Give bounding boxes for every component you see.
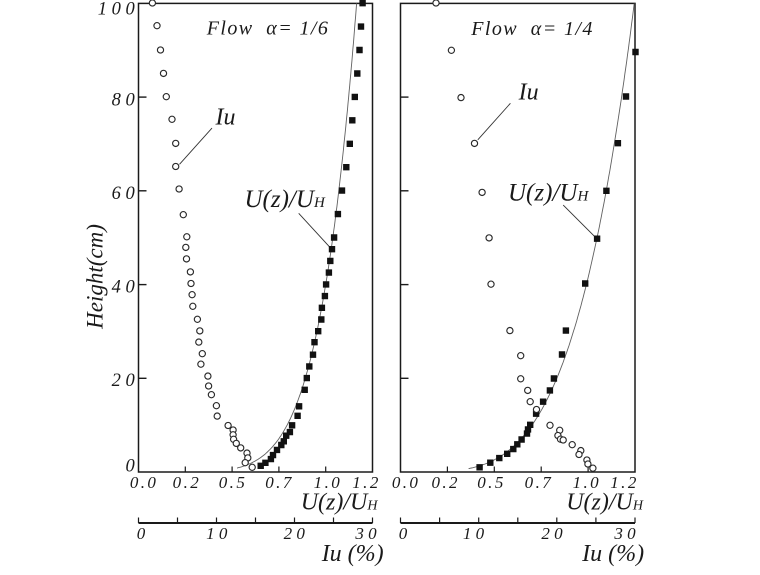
svg-text:0.7: 0.7 [265, 473, 293, 492]
svg-text:Iu (%): Iu (%) [321, 541, 384, 567]
svg-text:1.0: 1.0 [573, 473, 601, 492]
svg-text:0.5: 0.5 [477, 473, 505, 492]
svg-text:4 0: 4 0 [112, 278, 136, 298]
svg-text:Flow α= 1/6: Flow α= 1/6 [206, 18, 329, 40]
svg-text:0.5: 0.5 [219, 473, 247, 492]
svg-text:Iu: Iu [518, 79, 539, 105]
svg-text:2 0: 2 0 [541, 524, 563, 543]
svg-text:Height(cm): Height(cm) [83, 224, 108, 330]
svg-text:Flow α= 1/4: Flow α= 1/4 [470, 18, 593, 40]
svg-text:1 0: 1 0 [463, 524, 485, 543]
svg-text:0: 0 [137, 524, 146, 543]
svg-text:1 0: 1 0 [206, 524, 228, 543]
svg-text:Iu: Iu [215, 105, 236, 131]
svg-text:0.0: 0.0 [130, 473, 158, 492]
svg-text:0.0: 0.0 [392, 473, 420, 492]
svg-text:0: 0 [126, 457, 136, 477]
svg-text:8 0: 8 0 [112, 91, 136, 111]
svg-text:6 0: 6 0 [112, 184, 136, 204]
svg-text:U(z)/UH: U(z)/UH [566, 489, 644, 515]
svg-text:U(z)/UH: U(z)/UH [245, 186, 326, 213]
svg-text:3 0: 3 0 [354, 524, 377, 543]
svg-text:0.2: 0.2 [431, 473, 459, 492]
svg-text:1.2: 1.2 [610, 473, 638, 492]
svg-text:0: 0 [399, 524, 408, 543]
svg-text:1.0: 1.0 [314, 473, 342, 492]
svg-text:U(z)/UH: U(z)/UH [301, 489, 379, 515]
svg-text:1.2: 1.2 [352, 473, 380, 492]
svg-text:3 0: 3 0 [613, 524, 636, 543]
svg-text:2 0: 2 0 [112, 371, 136, 391]
svg-text:1 0 0: 1 0 0 [98, 0, 136, 20]
svg-text:2 0: 2 0 [284, 524, 306, 543]
svg-text:0.2: 0.2 [173, 473, 201, 492]
svg-text:Iu (%): Iu (%) [581, 541, 644, 567]
svg-text:U(z)/UH: U(z)/UH [508, 180, 589, 207]
svg-text:0.7: 0.7 [525, 473, 553, 492]
